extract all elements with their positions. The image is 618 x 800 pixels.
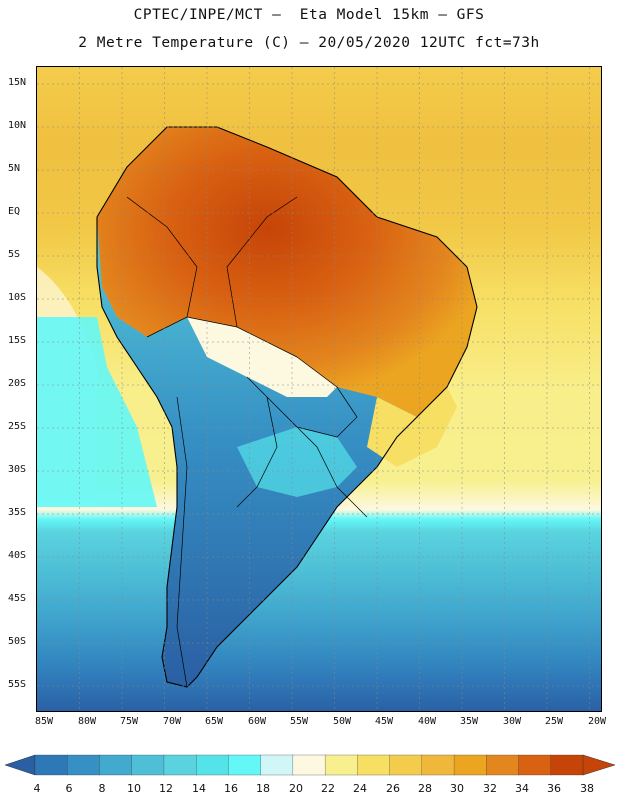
lat-label: 10N — [8, 120, 27, 131]
colorbar-cell — [550, 754, 584, 776]
lon-label: 40W — [417, 716, 437, 727]
colorbar-label: 24 — [353, 782, 367, 795]
map-title-line-2: 2 Metre Temperature (C) – 20/05/2020 12U… — [78, 35, 540, 51]
colorbar-cell — [389, 754, 423, 776]
colorbar-label: 30 — [450, 782, 464, 795]
lat-label: 10S — [8, 292, 27, 303]
colorbar-label: 4 — [33, 782, 41, 795]
altiplano-transition — [187, 317, 337, 397]
lat-label: 50S — [8, 636, 27, 647]
colorbar-label: 32 — [483, 782, 497, 795]
tropical-hot-region — [97, 127, 477, 417]
colorbar-arrow-right — [582, 754, 615, 776]
colorbar-cell — [292, 754, 326, 776]
lat-label: 45S — [8, 593, 27, 604]
lat-label: EQ — [8, 206, 21, 217]
colorbar-label: 38 — [580, 782, 594, 795]
lon-label: 20W — [587, 716, 607, 727]
colorbar-label: 28 — [418, 782, 432, 795]
lat-label: 15N — [8, 77, 27, 88]
map-svg — [37, 67, 601, 711]
colorbar-cell — [99, 754, 133, 776]
lat-label: 15S — [8, 335, 27, 346]
lat-label: 5N — [8, 163, 21, 174]
lat-label: 35S — [8, 507, 27, 518]
lat-label: 5S — [8, 249, 21, 260]
colorbar — [5, 754, 615, 776]
colorbar-label: 10 — [127, 782, 141, 795]
lat-label: 55S — [8, 679, 27, 690]
lat-label: 40S — [8, 550, 27, 561]
colorbar-cell — [486, 754, 520, 776]
lon-label: 60W — [247, 716, 267, 727]
colorbar-label: 26 — [386, 782, 400, 795]
colorbar-label: 8 — [98, 782, 106, 795]
graticule — [37, 67, 601, 711]
lon-label: 45W — [374, 716, 394, 727]
colorbar-cell — [131, 754, 165, 776]
colorbar-label: 6 — [65, 782, 73, 795]
colorbar-label: 22 — [321, 782, 335, 795]
lon-label: 55W — [289, 716, 309, 727]
lon-label: 25W — [544, 716, 564, 727]
colorbar-label: 14 — [192, 782, 206, 795]
colorbar-label: 36 — [547, 782, 561, 795]
lon-label: 35W — [459, 716, 479, 727]
colorbar-cell — [453, 754, 487, 776]
coastline — [96, 126, 478, 688]
colorbar-cell — [421, 754, 455, 776]
lon-label: 75W — [119, 716, 139, 727]
colorbar-cell — [67, 754, 101, 776]
colorbar-cell — [196, 754, 230, 776]
colorbar-cell — [518, 754, 552, 776]
lat-label: 30S — [8, 464, 27, 475]
lon-label: 80W — [77, 716, 97, 727]
colorbar-label: 20 — [289, 782, 303, 795]
lon-label: 85W — [34, 716, 54, 727]
country-borders — [126, 196, 368, 688]
parana-cool-zone — [237, 427, 357, 497]
colorbar-cell — [34, 754, 68, 776]
lon-label: 65W — [204, 716, 224, 727]
lat-label: 20S — [8, 378, 27, 389]
colorbar-label: 12 — [159, 782, 173, 795]
colorbar-cell — [163, 754, 197, 776]
colorbar-cell — [357, 754, 391, 776]
colorbar-label: 16 — [224, 782, 238, 795]
colorbar-cell — [324, 754, 359, 776]
map-title-line-1: CPTEC/INPE/MCT – Eta Model 15km – GFS — [133, 7, 485, 23]
temperature-map — [36, 66, 602, 712]
colorbar-label: 18 — [256, 782, 270, 795]
colorbar-cells — [34, 754, 584, 776]
colorbar-cell — [228, 754, 262, 776]
colorbar-cell — [260, 754, 294, 776]
pacific-cold-current — [37, 317, 157, 507]
lon-label: 30W — [502, 716, 522, 727]
lat-label: 25S — [8, 421, 27, 432]
colorbar-arrow-left — [5, 754, 36, 776]
lon-label: 50W — [332, 716, 352, 727]
colorbar-label: 34 — [515, 782, 529, 795]
lon-label: 70W — [162, 716, 182, 727]
southeast-brazil-warm — [367, 387, 457, 467]
